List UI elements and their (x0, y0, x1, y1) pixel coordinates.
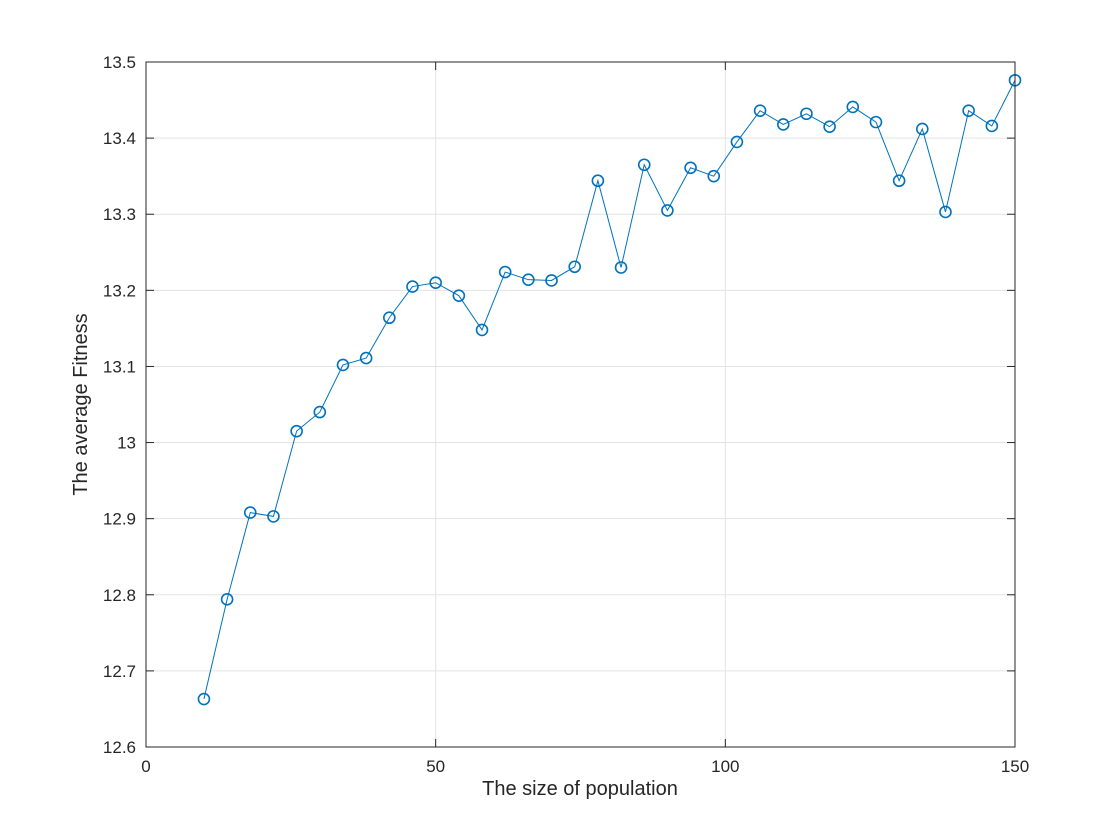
x-axis-label: The size of population (482, 778, 678, 800)
data-point (614, 261, 628, 274)
grid (146, 62, 1015, 747)
plot-area (146, 62, 1015, 747)
data-point (545, 274, 558, 287)
y-tick-label: 13.3 (103, 205, 136, 224)
ticks: 0 50 100 150 12.6 12.7 12.8 12.9 13 13.1 13.2 13.3 1… (103, 53, 1029, 776)
y-tick-label: 13.5 (103, 53, 136, 72)
data-point (846, 100, 860, 114)
data-point (383, 311, 396, 325)
data-point (591, 174, 605, 188)
data-point (568, 260, 582, 274)
data-point (267, 510, 280, 523)
data-point (197, 692, 211, 706)
data-point (776, 118, 790, 131)
y-axis-label: The average Fitness (70, 313, 92, 495)
data-point (359, 351, 373, 365)
data-point (985, 119, 999, 133)
data-point (869, 115, 883, 129)
y-tick-label: 13 (117, 434, 136, 453)
data-point (336, 358, 350, 372)
data-point (637, 158, 651, 172)
data-point (290, 424, 303, 438)
data-point (220, 593, 234, 606)
data-point (730, 135, 744, 149)
data-point (452, 289, 466, 302)
data-point (406, 280, 419, 293)
y-tick-label: 12.6 (103, 738, 136, 757)
data-point (892, 174, 906, 188)
data-point (661, 204, 674, 217)
data-point (800, 107, 813, 121)
axes-box (145, 61, 1016, 748)
data-point (962, 104, 975, 118)
y-tick-label: 13.4 (103, 129, 136, 148)
y-tick-label: 13.2 (103, 281, 136, 300)
y-tick-label: 12.7 (103, 662, 136, 681)
data-point (429, 276, 442, 290)
x-tick-label: 0 (141, 757, 150, 776)
series-line (203, 80, 1016, 700)
data-point (939, 205, 952, 219)
data-point (313, 405, 327, 419)
data-point (243, 506, 257, 519)
data-point (684, 161, 697, 175)
series-layer (197, 73, 1022, 706)
data-point (522, 273, 535, 286)
y-tick-label: 12.9 (103, 510, 136, 529)
data-point (753, 104, 767, 118)
data-point (823, 120, 836, 133)
data-point (498, 265, 512, 279)
x-tick-label: 150 (1001, 757, 1029, 776)
data-point (475, 323, 489, 337)
data-point (707, 169, 721, 183)
data-point (916, 122, 929, 136)
y-tick-label: 12.8 (103, 586, 136, 605)
x-tick-label: 50 (426, 757, 445, 776)
x-tick-label: 100 (711, 757, 739, 776)
y-tick-label: 13.1 (103, 357, 136, 376)
